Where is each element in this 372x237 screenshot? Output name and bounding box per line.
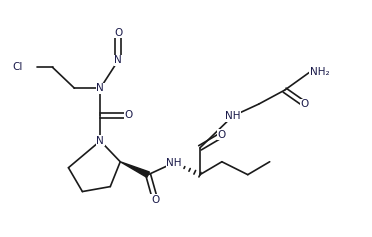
Text: NH: NH: [225, 111, 241, 121]
Text: NH: NH: [166, 158, 182, 168]
Text: N: N: [114, 55, 122, 65]
Polygon shape: [120, 162, 150, 177]
Text: O: O: [151, 195, 159, 205]
Text: N: N: [96, 136, 104, 146]
Text: O: O: [114, 27, 122, 37]
Text: Cl: Cl: [12, 62, 23, 72]
Text: O: O: [218, 130, 226, 140]
Text: NH₂: NH₂: [310, 67, 329, 77]
Text: N: N: [96, 83, 104, 93]
Text: O: O: [124, 110, 132, 120]
Text: O: O: [301, 99, 309, 109]
